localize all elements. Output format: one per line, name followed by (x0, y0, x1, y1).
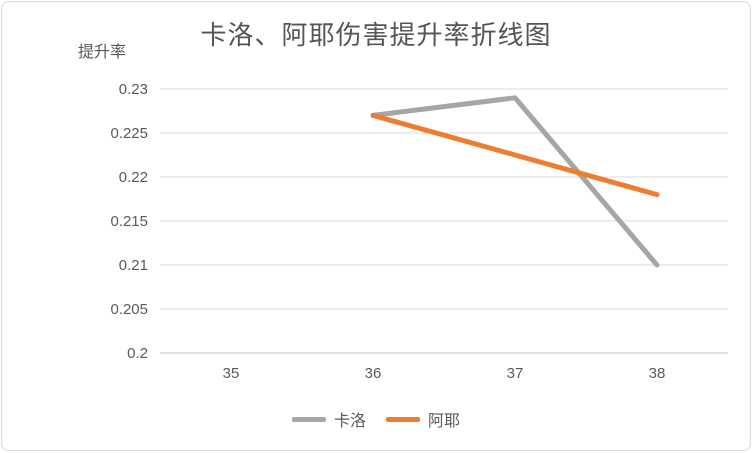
x-tick-label: 37 (507, 365, 524, 382)
x-tick-label: 36 (365, 365, 382, 382)
y-tick-label: 0.215 (110, 213, 148, 230)
legend-swatch (386, 416, 420, 422)
y-axis-title: 提升率 (78, 44, 127, 61)
y-tick-label: 0.205 (110, 301, 148, 318)
legend-label: 阿耶 (428, 413, 461, 430)
x-tick-label: 38 (649, 365, 666, 382)
series-line-卡洛[interactable] (370, 95, 660, 268)
series-line-阿耶[interactable] (370, 112, 660, 198)
y-tick-label: 0.2 (127, 345, 148, 362)
y-tick-label: 0.22 (119, 169, 148, 186)
y-tick-label: 0.225 (110, 125, 148, 142)
legend: 卡洛 阿耶 (2, 404, 750, 434)
legend-label: 卡洛 (333, 413, 366, 430)
legend-item-卡洛[interactable]: 卡洛 (291, 407, 366, 431)
legend-item-阿耶[interactable]: 阿耶 (386, 407, 460, 431)
y-tick-label: 0.23 (119, 81, 148, 98)
legend-swatch (291, 416, 326, 422)
chart-title: 卡洛、阿耶伤害提升率折线图 (200, 20, 552, 50)
y-tick-label: 0.21 (119, 257, 148, 274)
x-tick-label: 35 (223, 365, 240, 382)
